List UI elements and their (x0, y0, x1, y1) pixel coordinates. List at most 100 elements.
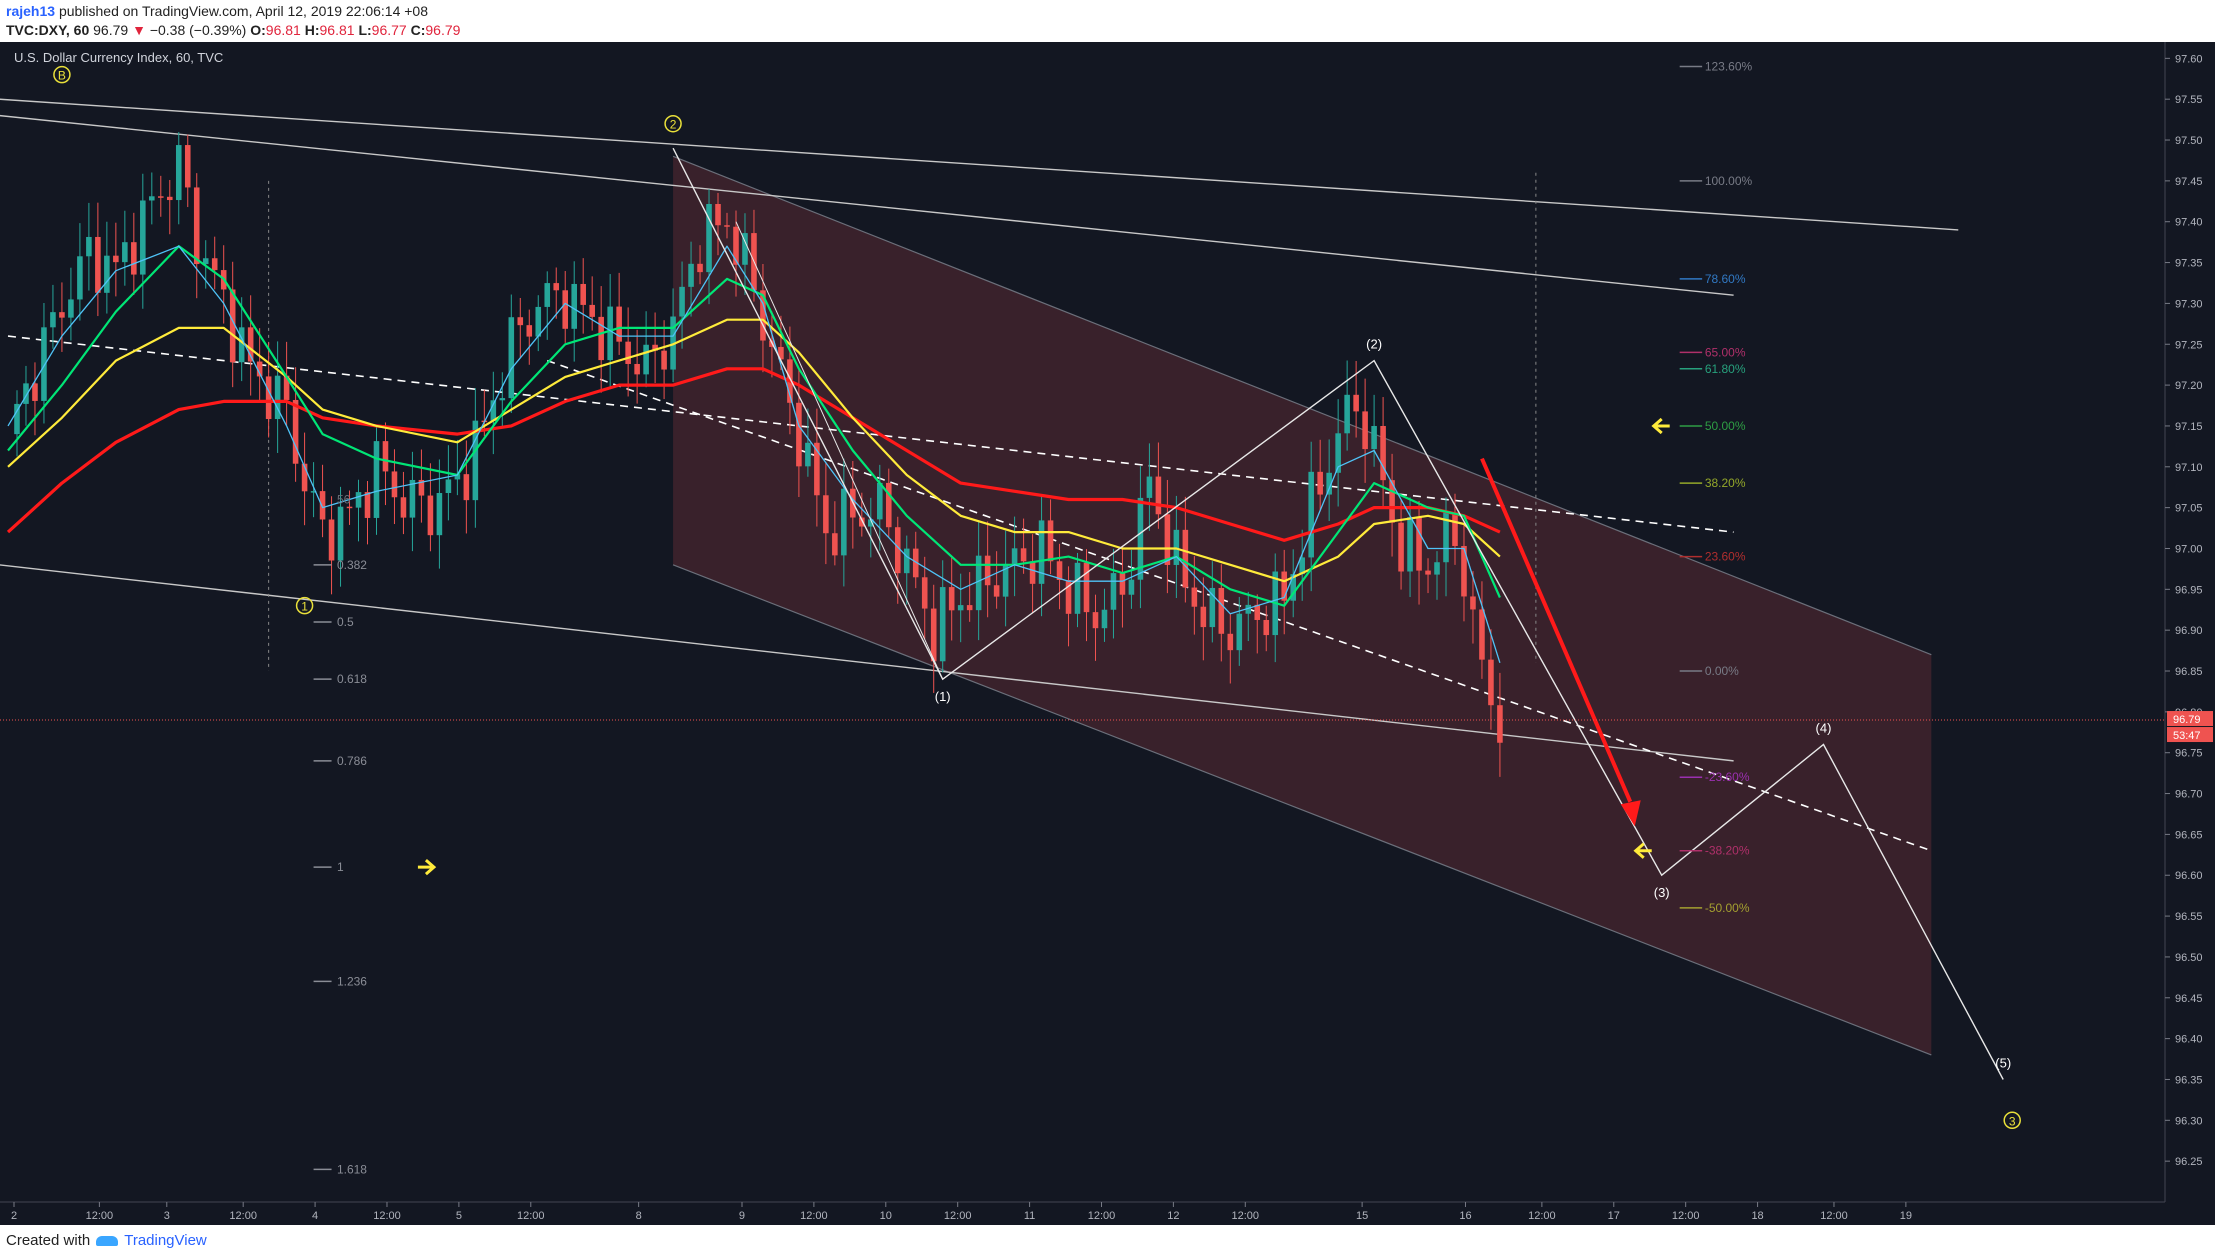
candle-body (1047, 520, 1054, 562)
candle-body (1461, 546, 1467, 597)
y-tick-label: 96.85 (2175, 666, 2203, 678)
wave-label: (1) (935, 689, 951, 704)
candle-body (1443, 512, 1449, 563)
candle-body (140, 200, 146, 275)
candle-body (553, 283, 560, 291)
candle-body (1110, 573, 1117, 610)
candle-body (1407, 517, 1413, 572)
candle-body (256, 361, 263, 377)
elliott-wave-path[interactable] (672, 147, 2004, 1080)
candle-body (1200, 606, 1207, 628)
candle-body (1155, 476, 1162, 515)
y-tick-label: 96.90 (2175, 625, 2203, 637)
candle-body (50, 312, 56, 328)
candle-body (1488, 659, 1494, 706)
y-tick-label: 96.30 (2175, 1115, 2203, 1127)
candle-body (113, 255, 119, 263)
candle-body (1299, 557, 1305, 575)
candle-body (724, 225, 730, 227)
candle-body (1326, 472, 1332, 495)
y-tick-label: 97.25 (2175, 339, 2203, 351)
open-value: 96.81 (265, 22, 301, 38)
y-tick-label: 96.40 (2175, 1034, 2203, 1046)
candle-body (158, 196, 164, 198)
fib-ext-label: 1.618 (337, 1162, 367, 1176)
candle-body (1101, 609, 1108, 629)
tradingview-link[interactable]: TradingView (124, 1232, 207, 1249)
candle-body (1083, 562, 1090, 613)
candle-body (562, 290, 569, 329)
candle-body (328, 519, 335, 561)
upper-trendline-2[interactable] (0, 114, 1734, 296)
channel-bottom-line[interactable] (672, 564, 1932, 1056)
author-link[interactable]: rajeh13 (6, 3, 56, 19)
candle-body (508, 317, 515, 399)
chart-area[interactable]: (1) (2) (3) (4) (5) B 2 1 3 123.60% 100.00% 78.60% 6… (0, 42, 2215, 1225)
symbol-label: TVC:DXY, 60 (6, 22, 90, 38)
candle-body (841, 488, 847, 556)
candle-body (966, 605, 973, 611)
ema-long-line[interactable] (6, 367, 1501, 542)
x-tick-label: 18 (1751, 1210, 1763, 1222)
candle-body (274, 375, 281, 420)
x-tick-label: 12:00 (1820, 1210, 1848, 1222)
candle-body (1344, 394, 1350, 434)
candle-body (832, 533, 838, 556)
candle-body (1236, 613, 1243, 651)
candle-body (104, 255, 110, 293)
y-tick-label: 97.15 (2175, 421, 2203, 433)
candle-body (1425, 570, 1431, 575)
candle-body (535, 306, 542, 337)
big-wave-label: 1 (301, 600, 308, 614)
price-axis-bg (2165, 42, 2215, 1225)
candle-body (589, 304, 595, 317)
fib-level-label: 38.20% (1705, 476, 1746, 490)
candle-body (1416, 517, 1422, 571)
upper-trendline[interactable] (0, 98, 1959, 231)
y-tick-label: 96.65 (2175, 829, 2203, 841)
channel-top-line[interactable] (672, 155, 1932, 656)
price-label-text: 96.79 (2173, 714, 2201, 726)
candle-body (868, 519, 874, 527)
candle-body (796, 402, 802, 467)
fib-level-label: -50.00% (1705, 901, 1750, 915)
y-tick-label: 97.60 (2175, 53, 2203, 65)
ema-fast-line[interactable] (7, 245, 1501, 663)
candle-body (1290, 574, 1296, 601)
candle-body (661, 350, 667, 370)
candle-body (1002, 563, 1009, 597)
x-tick-label: 10 (880, 1210, 892, 1222)
y-tick-label: 97.40 (2175, 217, 2203, 229)
candle-body (1074, 562, 1081, 614)
candle-body (742, 233, 748, 265)
candle-body (1209, 587, 1216, 628)
candle-body (238, 327, 245, 363)
x-tick-label: 8 (636, 1210, 642, 1222)
chart-canvas[interactable]: (1)(2)(3)(4)(5)B213123.60%100.00%78.60%6… (0, 42, 2215, 1225)
wave-label: (5) (1995, 1055, 2011, 1070)
candle-body (1128, 579, 1135, 595)
candle-body (1263, 619, 1270, 636)
candle-body (1038, 520, 1045, 584)
fib-level-label: -38.20% (1705, 844, 1750, 858)
candle-body (68, 299, 74, 318)
fib-level-label: 0.00% (1705, 664, 1739, 678)
candle-body (1065, 579, 1072, 614)
candle-body (175, 145, 182, 201)
candle-body (14, 403, 20, 435)
candle-body (859, 517, 865, 527)
candle-body (1182, 529, 1189, 588)
x-tick-label: 12:00 (800, 1210, 828, 1222)
candle-body (1389, 480, 1395, 523)
fib-ext-label: 0.618 (337, 672, 367, 686)
candle-body (409, 479, 416, 518)
candle-body (760, 290, 766, 341)
lower-trendline[interactable] (0, 564, 1734, 762)
y-tick-label: 96.35 (2175, 1074, 2203, 1086)
candle-body (670, 316, 676, 370)
candle-body (373, 441, 380, 518)
candle-body (184, 145, 191, 188)
ema-mid-line[interactable] (7, 245, 1501, 607)
high-value: 96.81 (319, 22, 355, 38)
candle-body (1011, 548, 1018, 564)
